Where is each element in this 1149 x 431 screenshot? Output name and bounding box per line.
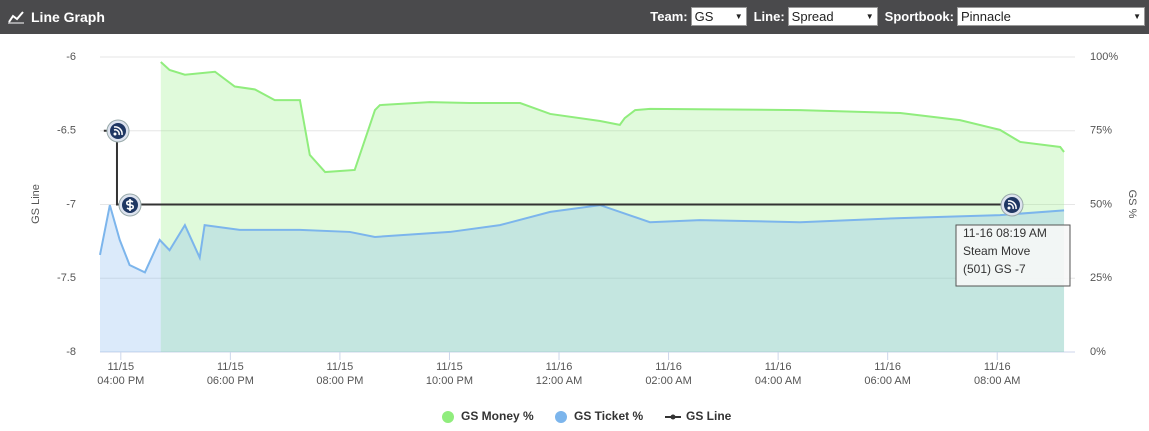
sportsbook-label: Sportbook: bbox=[884, 9, 954, 24]
x-tick-date: 11/16 bbox=[984, 361, 1011, 373]
y-tick-label: -7 bbox=[66, 198, 76, 210]
legend-label: GS Ticket % bbox=[574, 409, 643, 423]
x-tick-date: 11/16 bbox=[765, 361, 792, 373]
x-tick-date: 11/15 bbox=[436, 361, 463, 373]
chart: GS Line GS % -6 -6.5 -7 -7.5 -8 100% 75% 50% 25%… bbox=[30, 51, 1138, 423]
line bbox=[160, 61, 1065, 174]
y-tick-label: -6.5 bbox=[57, 125, 76, 137]
x-tick-date: 11/16 bbox=[546, 361, 573, 373]
x-tick-label: 08:00 AM bbox=[974, 375, 1020, 387]
x-tick-date: 11/16 bbox=[655, 361, 682, 373]
header-title-wrap: Line Graph bbox=[8, 9, 105, 25]
tooltip-text: 11-16 08:19 AM bbox=[963, 226, 1047, 240]
x-tick-label: 04:00 PM bbox=[97, 375, 144, 387]
y2-tick-label: 50% bbox=[1090, 198, 1112, 210]
x-tick-date: 11/15 bbox=[327, 361, 354, 373]
x-tick-label: 06:00 PM bbox=[207, 375, 254, 387]
y-tick-label: -7.5 bbox=[57, 272, 76, 284]
icon-dollar bbox=[126, 199, 134, 211]
x-tick-label: 08:00 PM bbox=[316, 375, 363, 387]
x-tick-label: 06:00 AM bbox=[864, 375, 910, 387]
icon-dot bbox=[1007, 206, 1011, 210]
legend-symbol bbox=[442, 411, 454, 423]
legend-symbol-dot bbox=[670, 414, 676, 420]
area bbox=[160, 62, 1065, 352]
team-select[interactable]: GS bbox=[690, 7, 747, 26]
line bbox=[99, 204, 1065, 274]
x-tick-date: 11/15 bbox=[107, 361, 134, 373]
tooltip-text: Steam Move bbox=[963, 244, 1031, 258]
chart-icon bbox=[8, 11, 24, 24]
y-axis-title: GS Line bbox=[30, 184, 42, 224]
x-tick-date: 11/16 bbox=[874, 361, 901, 373]
team-label: Team: bbox=[650, 9, 688, 24]
x-tick-label: 10:00 PM bbox=[426, 375, 473, 387]
y-tick-label: -8 bbox=[66, 346, 76, 358]
tooltip-box bbox=[955, 224, 1071, 287]
legend-label: GS Money % bbox=[461, 409, 534, 423]
y2-tick-label: 25% bbox=[1090, 272, 1112, 284]
event-icon bbox=[1000, 193, 1024, 217]
icon-arc bbox=[1007, 200, 1017, 210]
header-title: Line Graph bbox=[31, 9, 105, 25]
y2-tick-label: 0% bbox=[1090, 346, 1106, 358]
event-icon bbox=[106, 119, 130, 143]
icon-arc bbox=[113, 126, 123, 136]
header: Line Graph Team: GS Line: Spread Sportbo… bbox=[0, 0, 1149, 34]
icon-dot bbox=[113, 132, 117, 136]
y-tick-label: -6 bbox=[66, 51, 76, 63]
x-tick-date: 11/15 bbox=[217, 361, 244, 373]
x-tick-label: 02:00 AM bbox=[645, 375, 691, 387]
y2-tick-label: 75% bbox=[1090, 125, 1112, 137]
tooltip-text: (501) GS -7 bbox=[963, 262, 1026, 276]
legend-label: GS Line bbox=[686, 409, 732, 423]
x-tick-label: 04:00 AM bbox=[755, 375, 801, 387]
legend-symbol bbox=[555, 411, 567, 423]
y2-tick-label: 100% bbox=[1090, 51, 1118, 63]
line-label: Line: bbox=[753, 9, 785, 24]
event-icon bbox=[118, 193, 142, 217]
sportsbook-select[interactable]: Pinnacle bbox=[957, 7, 1145, 26]
controls: Team: GS Line: Spread Sportbook: Pinnacl… bbox=[650, 7, 1145, 26]
area bbox=[100, 205, 1065, 352]
y2-axis-title: GS % bbox=[1126, 190, 1138, 219]
line-select[interactable]: Spread bbox=[787, 7, 878, 26]
x-tick-label: 12:00 AM bbox=[536, 375, 582, 387]
